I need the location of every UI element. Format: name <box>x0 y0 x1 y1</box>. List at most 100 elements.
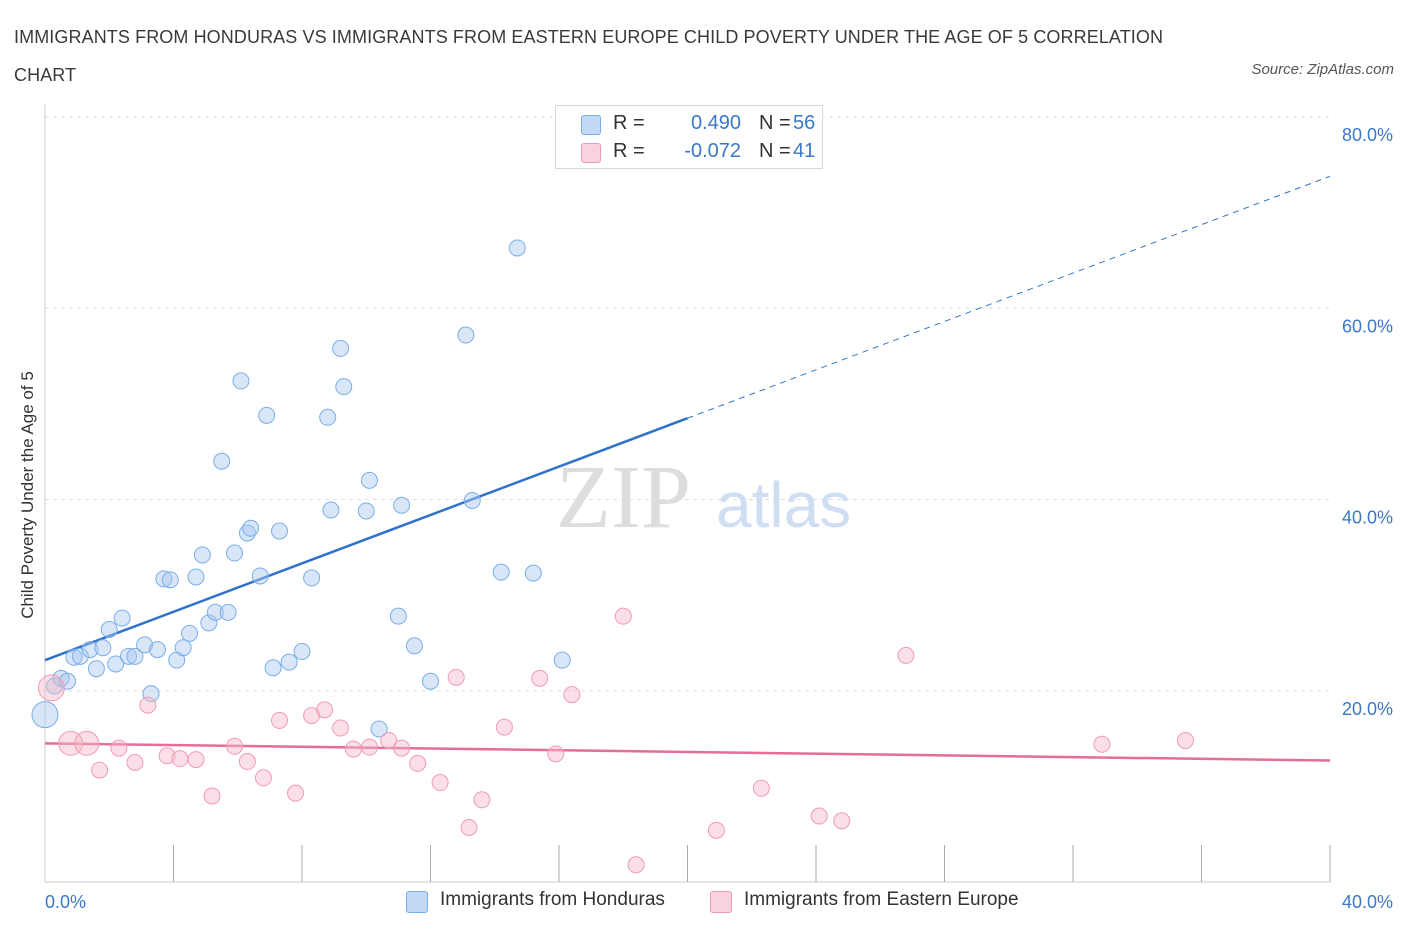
point-eastern-europe <box>74 730 100 756</box>
point-honduras <box>280 653 298 671</box>
point-eastern-europe <box>810 807 828 825</box>
point-eastern-europe <box>833 812 851 830</box>
legend-n-value: 41 <box>793 140 816 162</box>
point-honduras <box>181 624 199 642</box>
point-honduras <box>303 569 321 587</box>
legend-r-value: 0.490 <box>690 112 741 134</box>
point-eastern-europe <box>380 731 398 749</box>
point-eastern-europe <box>344 740 362 758</box>
point-eastern-europe <box>447 668 465 686</box>
point-eastern-europe <box>531 669 549 687</box>
point-eastern-europe <box>110 739 128 757</box>
point-eastern-europe <box>158 747 176 765</box>
gridlines <box>45 116 1330 692</box>
point-eastern-europe <box>226 737 244 755</box>
point-eastern-europe <box>171 750 189 768</box>
point-honduras <box>524 564 542 582</box>
point-eastern-europe <box>707 821 725 839</box>
point-honduras <box>271 522 289 540</box>
point-eastern-europe <box>1093 735 1111 753</box>
point-honduras <box>65 648 83 666</box>
watermark-zip: ZIP <box>556 448 691 547</box>
point-eastern-europe <box>238 753 256 771</box>
correlation-legend: R = 0.490 N = 56 R = -0.072 N = 41 <box>555 105 823 169</box>
axes <box>44 104 1331 883</box>
point-eastern-europe <box>187 751 205 769</box>
point-honduras <box>71 647 89 665</box>
point-eastern-europe <box>271 711 289 729</box>
x-tick-label: 40.0% <box>1342 892 1393 912</box>
bottom-legend-swatch-honduras <box>406 891 428 913</box>
point-eastern-europe <box>563 686 581 704</box>
point-honduras <box>174 639 192 657</box>
point-honduras <box>393 496 411 514</box>
point-honduras <box>213 452 231 470</box>
point-honduras <box>264 659 282 677</box>
point-eastern-europe <box>547 745 565 763</box>
trend-lines <box>44 175 1331 762</box>
point-honduras <box>87 660 105 678</box>
watermark: ZIP atlas <box>556 448 851 547</box>
source-label: Source: ZipAtlas.com <box>1251 61 1394 78</box>
point-eastern-europe <box>495 718 513 736</box>
watermark-atlas: atlas <box>716 469 851 541</box>
point-eastern-europe <box>1176 731 1194 749</box>
bottom-legend-label: Immigrants from Eastern Europe <box>744 889 1019 910</box>
point-honduras <box>508 239 526 257</box>
point-eastern-europe <box>91 761 109 779</box>
legend-n-label: N = <box>759 112 791 134</box>
point-honduras <box>457 326 475 344</box>
point-honduras <box>492 563 510 581</box>
trend-line-eastern-europe <box>44 742 1331 762</box>
point-honduras <box>31 701 59 729</box>
point-honduras <box>226 544 244 562</box>
point-honduras <box>242 519 260 537</box>
point-honduras <box>238 524 256 542</box>
point-honduras <box>219 603 237 621</box>
point-honduras <box>319 408 337 426</box>
point-eastern-europe <box>360 738 378 756</box>
point-eastern-europe <box>627 856 645 874</box>
legend-n-value: 56 <box>793 112 816 134</box>
point-honduras <box>357 502 375 520</box>
point-eastern-europe <box>393 739 411 757</box>
point-honduras <box>107 655 125 673</box>
point-honduras <box>293 643 311 661</box>
point-eastern-europe <box>287 784 305 802</box>
point-honduras <box>258 406 276 424</box>
point-honduras <box>113 609 131 627</box>
point-honduras <box>100 621 118 639</box>
point-eastern-europe <box>37 674 65 702</box>
point-eastern-europe <box>409 754 427 772</box>
point-honduras <box>58 672 76 690</box>
point-honduras <box>370 720 388 738</box>
point-eastern-europe <box>332 719 350 737</box>
point-eastern-europe <box>126 753 144 771</box>
legend-r-label: R = <box>613 140 645 162</box>
point-honduras <box>155 570 173 588</box>
point-eastern-europe <box>431 774 449 792</box>
point-honduras <box>136 636 154 654</box>
point-honduras <box>81 641 99 659</box>
point-honduras <box>463 491 481 509</box>
legend-r-label: R = <box>613 112 645 134</box>
data-points <box>31 239 1194 874</box>
point-eastern-europe <box>315 701 333 719</box>
point-honduras <box>251 567 269 585</box>
legend-r-value: -0.072 <box>684 140 741 162</box>
point-honduras <box>332 339 350 357</box>
point-eastern-europe <box>139 696 157 714</box>
chart-title: IMMIGRANTS FROM HONDURAS VS IMMIGRANTS F… <box>14 27 1164 85</box>
point-honduras <box>322 501 340 519</box>
point-eastern-europe <box>752 779 770 797</box>
y-tick-label: 80.0% <box>1342 125 1393 145</box>
x-tick-label: 0.0% <box>45 892 86 912</box>
point-honduras <box>422 672 439 690</box>
point-honduras <box>553 651 571 669</box>
point-honduras <box>148 641 166 659</box>
trend-line-extension <box>687 175 1331 419</box>
point-eastern-europe <box>460 818 478 836</box>
point-honduras <box>389 607 407 625</box>
bottom-legend-label: Immigrants from Honduras <box>440 889 665 910</box>
